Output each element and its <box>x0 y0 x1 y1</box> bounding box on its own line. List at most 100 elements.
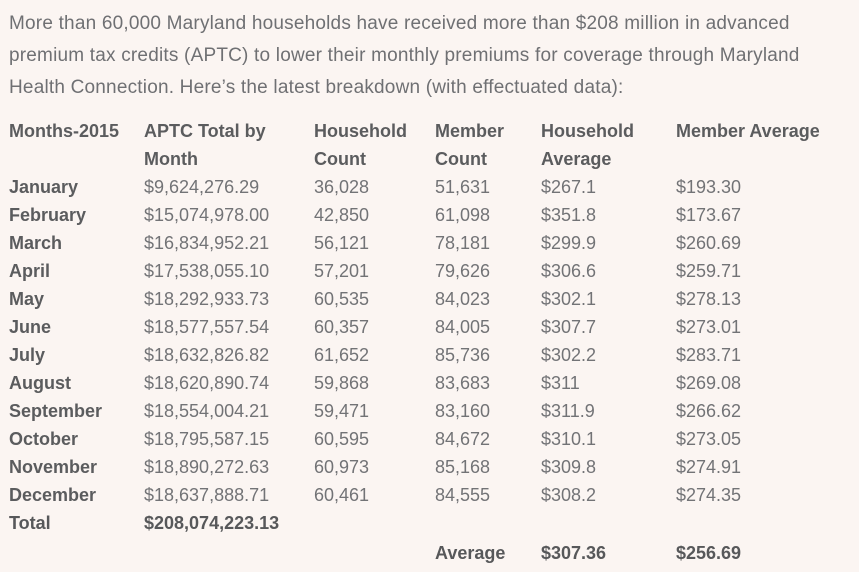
table-row-september: September $18,554,004.21 59,471 83,160 $… <box>9 397 849 425</box>
month-label: September <box>9 401 103 421</box>
member-count-value: 83,683 <box>435 373 491 393</box>
household-count-value: 59,471 <box>314 401 370 421</box>
member-count-value: 78,181 <box>435 233 491 253</box>
member-count-value: 85,736 <box>435 345 491 365</box>
month-label: August <box>9 373 71 393</box>
household-average-value: $311 <box>541 373 580 393</box>
column-header-months: Months-2015 <box>9 121 120 141</box>
household-average-value: $308.2 <box>541 485 597 505</box>
month-label: February <box>9 205 87 225</box>
household-average-value: $310.1 <box>541 429 597 449</box>
household-count-value: 60,535 <box>314 289 370 309</box>
empty-cell <box>144 539 314 567</box>
member-average-value: $260.69 <box>676 233 742 253</box>
member-count-value: 84,005 <box>435 317 491 337</box>
member-average-value: $274.35 <box>676 485 742 505</box>
table-row-august: August $18,620,890.74 59,868 83,683 $311… <box>9 369 849 397</box>
table-row-february: February $15,074,978.00 42,850 61,098 $3… <box>9 201 849 229</box>
household-count-value: 42,850 <box>314 205 370 225</box>
column-header-member-count: Member Count <box>435 121 505 169</box>
aptc-table: Months-2015 APTC Total by Month Househol… <box>9 117 849 567</box>
member-count-value: 79,626 <box>435 261 491 281</box>
member-count-value: 51,631 <box>435 177 491 197</box>
table-row-november: November $18,890,272.63 60,973 85,168 $3… <box>9 453 849 481</box>
household-average-value: $351.8 <box>541 205 597 225</box>
empty-cell <box>541 509 676 537</box>
member-count-value: 83,160 <box>435 401 491 421</box>
member-average-value: $269.08 <box>676 373 742 393</box>
household-average-value: $306.6 <box>541 261 597 281</box>
member-average-value: $193.30 <box>676 177 742 197</box>
household-count-value: 59,868 <box>314 373 370 393</box>
household-count-value: 60,461 <box>314 485 370 505</box>
empty-cell <box>676 509 849 537</box>
column-header-member-average: Member Average <box>676 121 820 141</box>
month-label: April <box>9 261 51 281</box>
month-label: July <box>9 345 46 365</box>
aptc-total-value: $18,637,888.71 <box>144 485 270 505</box>
month-label: May <box>9 289 45 309</box>
household-average-value: $302.2 <box>541 345 597 365</box>
table-row-july: July $18,632,826.82 61,652 85,736 $302.2… <box>9 341 849 369</box>
member-average-value: $266.62 <box>676 401 742 421</box>
empty-cell <box>314 509 435 537</box>
aptc-total-value: $9,624,276.29 <box>144 177 260 197</box>
household-average-value: $307.7 <box>541 317 597 337</box>
table-row-march: March $16,834,952.21 56,121 78,181 $299.… <box>9 229 849 257</box>
aptc-total-value: $18,620,890.74 <box>144 373 270 393</box>
household-count-value: 36,028 <box>314 177 370 197</box>
table-row-december: December $18,637,888.71 60,461 84,555 $3… <box>9 481 849 509</box>
member-count-value: 61,098 <box>435 205 491 225</box>
aptc-grand-total-value: $208,074,223.13 <box>144 513 280 533</box>
empty-cell <box>9 539 144 567</box>
table-row-april: April $17,538,055.10 57,201 79,626 $306.… <box>9 257 849 285</box>
member-count-value: 84,023 <box>435 289 491 309</box>
empty-cell <box>314 539 435 567</box>
month-label: March <box>9 233 63 253</box>
table-header-row: Months-2015 APTC Total by Month Househol… <box>9 117 849 173</box>
member-average-value: $173.67 <box>676 205 742 225</box>
aptc-total-value: $17,538,055.10 <box>144 261 270 281</box>
household-count-value: 57,201 <box>314 261 370 281</box>
household-count-value: 60,595 <box>314 429 370 449</box>
household-average-value: $302.1 <box>541 289 597 309</box>
table-row-june: June $18,577,557.54 60,357 84,005 $307.7… <box>9 313 849 341</box>
household-count-value: 56,121 <box>314 233 370 253</box>
aptc-total-value: $18,795,587.15 <box>144 429 270 449</box>
aptc-total-value: $18,292,933.73 <box>144 289 270 309</box>
table-row-january: January $9,624,276.29 36,028 51,631 $267… <box>9 173 849 201</box>
month-label: November <box>9 457 98 477</box>
member-average-value: $283.71 <box>676 345 742 365</box>
household-count-value: 60,973 <box>314 457 370 477</box>
member-count-value: 84,672 <box>435 429 491 449</box>
member-average-value: $273.01 <box>676 317 742 337</box>
aptc-total-value: $15,074,978.00 <box>144 205 270 225</box>
empty-cell <box>435 509 541 537</box>
column-header-household-average: Household Average <box>541 121 634 169</box>
household-average-overall-value: $307.36 <box>541 543 607 563</box>
member-average-overall-value: $256.69 <box>676 543 742 563</box>
month-label: December <box>9 485 97 505</box>
household-average-value: $311.9 <box>541 401 595 421</box>
total-label: Total <box>9 513 51 533</box>
household-average-value: $267.1 <box>541 177 597 197</box>
member-count-value: 85,168 <box>435 457 491 477</box>
average-label: Average <box>435 543 506 563</box>
column-header-household-count: Household Count <box>314 121 407 169</box>
intro-paragraph: More than 60,000 Maryland households hav… <box>9 13 800 98</box>
aptc-total-value: $18,554,004.21 <box>144 401 270 421</box>
member-average-value: $274.91 <box>676 457 742 477</box>
household-average-value: $309.8 <box>541 457 597 477</box>
month-label: June <box>9 317 52 337</box>
member-average-value: $273.05 <box>676 429 742 449</box>
aptc-total-value: $18,577,557.54 <box>144 317 270 337</box>
household-average-value: $299.9 <box>541 233 597 253</box>
household-count-value: 61,652 <box>314 345 370 365</box>
column-header-aptc-total: APTC Total by Month <box>144 121 266 169</box>
aptc-total-value: $16,834,952.21 <box>144 233 270 253</box>
aptc-total-value: $18,632,826.82 <box>144 345 270 365</box>
table-row-october: October $18,795,587.15 60,595 84,672 $31… <box>9 425 849 453</box>
table-row-total: Total $208,074,223.13 <box>9 509 849 537</box>
table-row-may: May $18,292,933.73 60,535 84,023 $302.1 … <box>9 285 849 313</box>
